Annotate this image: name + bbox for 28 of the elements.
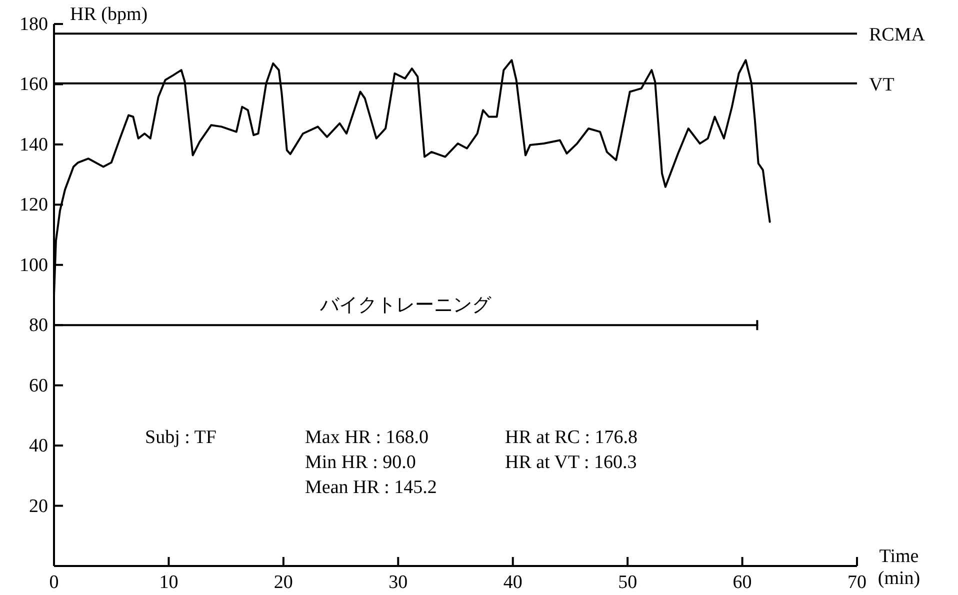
y-tick-label: 100 bbox=[20, 254, 48, 276]
y-tick-label: 20 bbox=[29, 496, 48, 517]
x-tick-label: 0 bbox=[49, 572, 59, 593]
ref-line-label: VT bbox=[869, 74, 895, 96]
y-tick-label: 80 bbox=[29, 315, 48, 336]
y-axis-title: HR (bpm) bbox=[70, 4, 148, 25]
x-tick-label: 10 bbox=[159, 572, 178, 593]
x-tick-label: 30 bbox=[388, 572, 408, 593]
ref-line-label: RCMA bbox=[869, 24, 926, 46]
x-tick-label: 70 bbox=[848, 572, 866, 593]
y-tick-label: 140 bbox=[20, 134, 48, 156]
x-tick-label: 50 bbox=[618, 572, 638, 593]
x-axis-title: Time (min) bbox=[878, 546, 920, 589]
annotation: HR at VT : 160.3 bbox=[505, 452, 637, 473]
annotation: Max HR : 168.0 bbox=[305, 427, 428, 448]
y-tick-label: 180 bbox=[20, 14, 48, 35]
x-tick-label: 20 bbox=[274, 572, 293, 593]
x-tick-label: 60 bbox=[732, 572, 752, 593]
series-label: バイクトレーニング bbox=[319, 295, 492, 316]
y-tick-label: 60 bbox=[29, 375, 48, 396]
annotation: Mean HR : 145.2 bbox=[305, 477, 437, 498]
x-tick-label: 40 bbox=[503, 572, 522, 593]
annotation: Subj : TF bbox=[145, 427, 216, 448]
y-tick-label: 40 bbox=[29, 436, 48, 457]
y-tick-label: 160 bbox=[20, 74, 48, 96]
annotation: Min HR : 90.0 bbox=[305, 452, 416, 473]
y-tick-label: 120 bbox=[20, 194, 48, 216]
annotation: HR at RC : 176.8 bbox=[505, 427, 638, 448]
